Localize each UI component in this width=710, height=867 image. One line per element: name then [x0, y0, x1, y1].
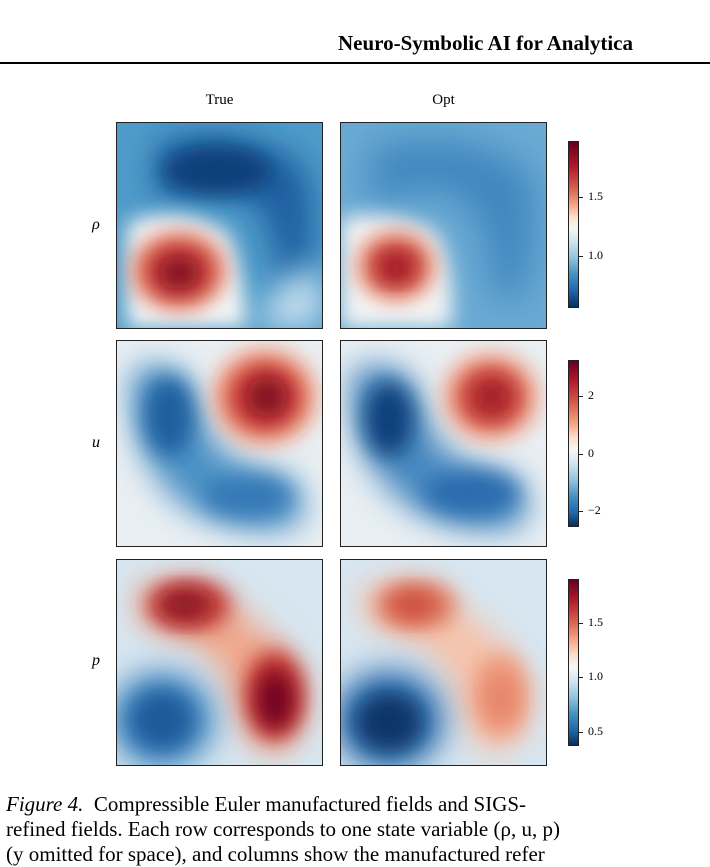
heatmap-p-true [116, 559, 323, 766]
figure-caption: Figure 4. Compressible Euler manufacture… [6, 792, 710, 867]
row-label-rho: ρ [92, 216, 100, 233]
colorbar-u [568, 360, 579, 527]
header-title: Neuro-Symbolic AI for Analytica [338, 31, 633, 55]
colorbar-rho [568, 141, 579, 308]
caption-line-1: Figure 4. Compressible Euler manufacture… [6, 792, 710, 817]
row-label-p: p [92, 652, 100, 669]
heatmap-u-opt [340, 340, 547, 547]
row-label-u: u [92, 434, 100, 451]
colorbar-p [568, 579, 579, 746]
running-header: Neuro-Symbolic AI for Analytica [0, 28, 710, 64]
caption-label: Figure 4. [6, 792, 84, 816]
column-title-true: True [205, 92, 234, 108]
column-title-opt: Opt [432, 92, 455, 108]
heatmap-u-true [116, 340, 323, 547]
heatmap-rho-opt [340, 122, 547, 329]
caption-line-2: refined fields. Each row corresponds to … [6, 817, 560, 841]
heatmap-p-opt [340, 559, 547, 766]
caption-line-1-text: Compressible Euler manufactured fields a… [93, 792, 527, 816]
caption-line-3: (y omitted for space), and columns show … [6, 842, 545, 866]
heatmap-rho-true [116, 122, 323, 329]
